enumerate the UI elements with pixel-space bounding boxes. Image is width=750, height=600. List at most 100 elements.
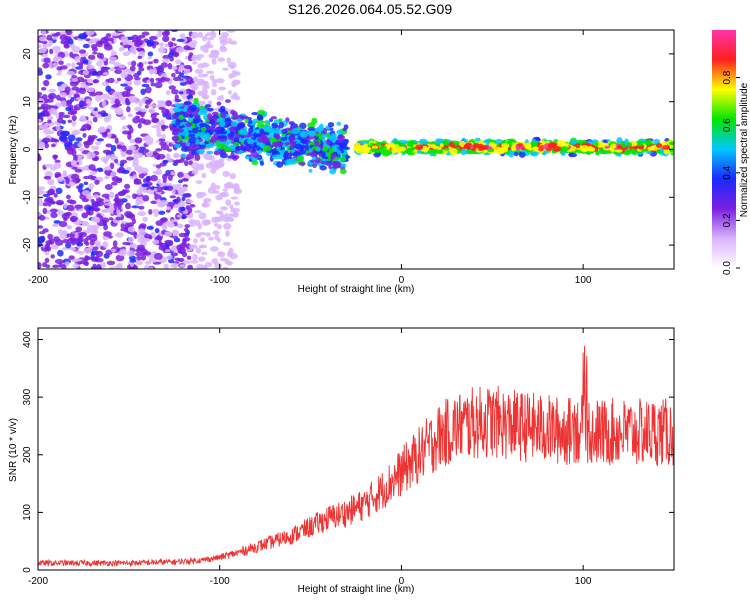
spectrogram-cell <box>319 165 327 171</box>
spectrogram-cell <box>42 193 51 198</box>
spectrogram-cell <box>101 81 110 87</box>
spectrogram-cell <box>53 139 60 143</box>
spectrogram-cell <box>134 137 143 144</box>
spectrogram-cell <box>38 67 43 72</box>
spectrogram-cell <box>190 83 197 90</box>
spectrogram-cell <box>105 166 112 171</box>
spectrogram-cell <box>216 101 222 106</box>
spectrogram-cell <box>128 126 134 134</box>
spectrogram-cell <box>82 190 91 197</box>
spectrogram-cell <box>635 140 645 147</box>
spectrogram-cell <box>216 237 221 243</box>
spectrogram-cell <box>181 142 187 147</box>
spectrogram-cell <box>439 143 444 148</box>
spectrogram-cell <box>110 171 117 176</box>
spectrogram-cell <box>38 196 43 202</box>
spectrogram-cell <box>149 107 156 114</box>
spectrogram-cell <box>226 30 236 33</box>
spectrogram-cell <box>200 107 208 115</box>
spectrogram-cell <box>201 94 210 100</box>
spectrogram-cell <box>193 118 201 124</box>
spectrogram-cell <box>176 38 185 43</box>
spectrogram-cell <box>71 86 80 91</box>
spectrogram-cell <box>288 121 295 126</box>
spectrogram-cell <box>173 159 182 164</box>
spectrogram-cell <box>195 180 203 184</box>
spectrogram-cell <box>197 256 206 262</box>
spectrogram-cell <box>94 216 101 224</box>
spectrogram-cell <box>232 92 238 98</box>
spectrogram-cell <box>110 144 117 152</box>
spectrogram-cell <box>271 148 278 154</box>
snr-ytick-label: 300 <box>22 388 33 405</box>
spectrogram-cell <box>54 258 64 265</box>
spectrogram-cell <box>222 187 229 192</box>
spectrogram-cell <box>116 144 123 150</box>
spectrogram-cell <box>191 127 199 134</box>
spectrogram-cell <box>81 198 89 203</box>
spectrogram-cell <box>209 160 219 166</box>
spectrogram-cell <box>224 99 231 103</box>
spectrogram-cell <box>151 208 160 214</box>
spectrogram-cell <box>126 213 133 219</box>
spectrogram-cell <box>354 142 361 149</box>
spectrogram-cell <box>153 188 158 192</box>
spectrogram-cell <box>135 39 144 46</box>
spectrogram-cell <box>244 155 250 160</box>
spectrogram-cell <box>501 143 510 149</box>
spectrogram-cell <box>116 77 122 82</box>
spectrogram-cell <box>194 68 204 75</box>
spectrogram-cell <box>50 244 59 250</box>
spectrogram-cell <box>183 67 191 74</box>
spectrogram-cell <box>318 123 324 129</box>
spectrogram-cell <box>38 106 43 110</box>
spectrogram-cell <box>179 33 186 39</box>
spectrogram-cell <box>118 47 124 52</box>
spectrogram-cell <box>211 58 217 65</box>
spectrogram-cell <box>416 149 422 154</box>
spectrogram-cell <box>84 142 90 149</box>
spectrogram-cell <box>196 148 205 154</box>
spectrogram-cell <box>198 100 206 106</box>
spectrogram-ytick-label: -10 <box>22 190 33 205</box>
spectrogram-cell <box>51 223 59 227</box>
spectrogram-cell <box>121 145 127 152</box>
spectrogram-cell <box>190 40 198 46</box>
spectrogram-cell <box>66 199 74 204</box>
spectrogram-cell <box>41 30 47 37</box>
spectrogram-cell <box>255 133 262 137</box>
spectrogram-cell <box>115 232 124 238</box>
spectrogram-cell <box>169 56 174 62</box>
spectrogram-cell <box>47 178 55 186</box>
spectrogram-cell <box>182 184 189 188</box>
spectrogram-cell <box>169 195 177 199</box>
spectrogram-cell <box>224 258 230 265</box>
spectrogram-cell <box>87 174 94 180</box>
spectrogram-cell <box>124 222 131 228</box>
spectrogram-cell <box>177 171 184 178</box>
spectrogram-cell <box>59 34 68 41</box>
spectrogram-cell <box>92 79 98 84</box>
spectrogram-cell <box>88 58 93 66</box>
spectrogram-cell <box>98 198 104 202</box>
spectrogram-cell <box>90 198 95 204</box>
spectrogram-cell <box>142 216 148 223</box>
spectrogram-cell <box>67 119 73 123</box>
spectrogram-cell <box>101 132 108 138</box>
spectrogram-cell <box>150 200 158 205</box>
spectrogram-cell <box>159 217 167 222</box>
spectrogram-cell <box>108 59 116 65</box>
spectrogram-cell <box>156 127 161 134</box>
spectrogram-cell <box>96 138 104 142</box>
spectrogram-cell <box>82 69 90 76</box>
spectrogram-cell <box>117 203 122 210</box>
spectrogram-cell <box>171 37 176 42</box>
spectrogram-cell <box>321 151 326 158</box>
spectrogram-cell <box>181 130 190 137</box>
spectrogram-cell <box>124 183 131 190</box>
spectrogram-cell <box>434 138 442 145</box>
spectrogram-cell <box>314 140 320 147</box>
spectrogram-cell <box>101 100 107 108</box>
spectrogram-cell <box>114 66 119 70</box>
spectrogram-cell <box>107 77 115 84</box>
